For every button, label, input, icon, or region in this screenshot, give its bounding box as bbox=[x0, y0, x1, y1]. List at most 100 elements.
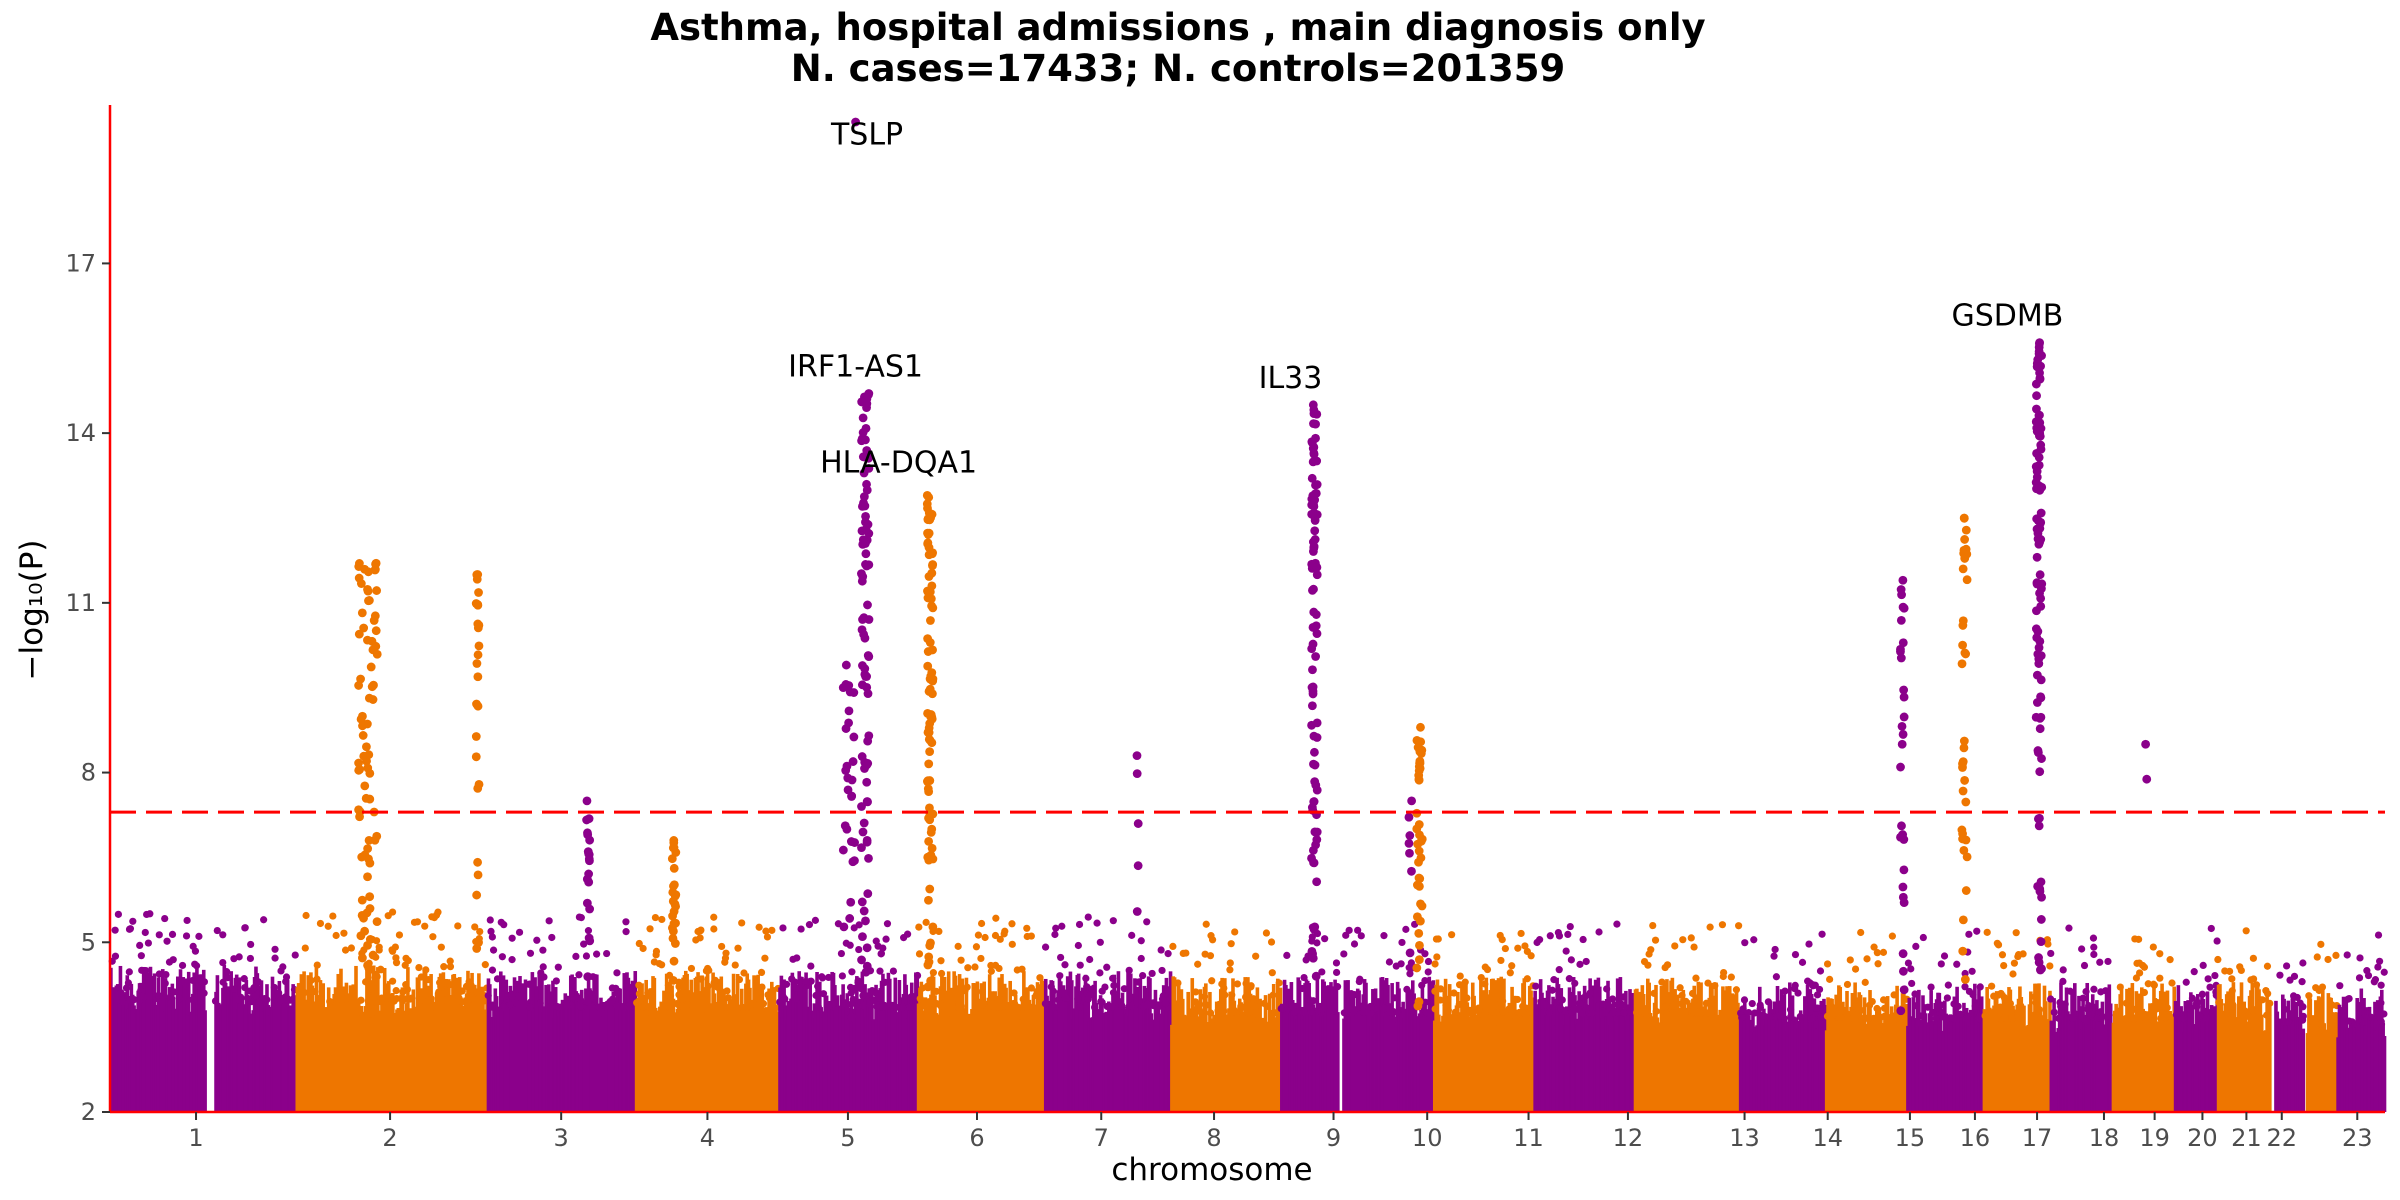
snp-point bbox=[334, 995, 342, 1003]
snp-point bbox=[1354, 926, 1362, 934]
snp-point bbox=[195, 979, 203, 987]
snp-point bbox=[1308, 953, 1318, 963]
snp-point bbox=[1975, 1015, 1983, 1023]
snp-point bbox=[365, 768, 375, 778]
snp-point bbox=[471, 732, 481, 741]
snp-point bbox=[539, 946, 547, 954]
chromosome-points-18 bbox=[2111, 935, 2177, 1112]
snp-point bbox=[1143, 1000, 1151, 1009]
snp-point bbox=[922, 918, 930, 926]
snp-point bbox=[652, 951, 660, 959]
snp-point bbox=[1309, 797, 1319, 806]
snp-point bbox=[1310, 747, 1319, 757]
snp-point bbox=[255, 998, 263, 1006]
snp-point bbox=[923, 661, 933, 671]
snp-point bbox=[473, 857, 482, 867]
snp-point bbox=[1055, 996, 1063, 1004]
snp-point bbox=[1961, 983, 1969, 991]
snp-point bbox=[1404, 812, 1414, 822]
snp-point bbox=[2001, 1014, 2009, 1022]
snp-point bbox=[603, 949, 611, 958]
snp-point bbox=[1756, 1003, 1765, 1012]
chromosome-points-8 bbox=[1169, 920, 1284, 1112]
snp-point bbox=[435, 988, 443, 996]
x-tick-label-chr-22: 22 bbox=[2266, 1124, 2297, 1152]
snp-point bbox=[722, 949, 730, 957]
snp-point bbox=[1545, 1008, 1553, 1017]
snp-point bbox=[1008, 940, 1016, 948]
snp-point bbox=[577, 996, 585, 1004]
snp-point bbox=[1516, 1008, 1524, 1016]
snp-point bbox=[271, 954, 279, 962]
snp-point bbox=[987, 967, 995, 975]
snp-point bbox=[1058, 922, 1066, 930]
snp-point bbox=[2280, 1005, 2289, 1014]
chart-title-line1: Asthma, hospital admissions , main diagn… bbox=[650, 6, 1705, 49]
snp-point bbox=[1958, 640, 1967, 650]
snp-point bbox=[2050, 1008, 2058, 1016]
snp-point bbox=[584, 988, 594, 998]
snp-point bbox=[882, 935, 890, 943]
snp-point bbox=[857, 397, 867, 407]
snp-point bbox=[2329, 1020, 2337, 1028]
snp-point bbox=[362, 742, 371, 752]
snp-point bbox=[1483, 965, 1492, 974]
snp-point bbox=[1807, 997, 1816, 1005]
snp-point bbox=[923, 784, 933, 794]
snp-point bbox=[360, 926, 370, 936]
snp-point bbox=[2309, 1017, 2317, 1025]
snp-point bbox=[1475, 1004, 1483, 1012]
snp-point bbox=[472, 944, 482, 953]
snp-point bbox=[859, 992, 867, 1000]
snp-point bbox=[2244, 1012, 2252, 1020]
snp-point bbox=[898, 1003, 906, 1011]
snp-point bbox=[2032, 999, 2040, 1007]
snp-point bbox=[2156, 950, 2164, 958]
snp-point bbox=[357, 996, 365, 1004]
snp-point bbox=[710, 913, 718, 921]
snp-point bbox=[424, 975, 433, 984]
snp-point bbox=[724, 994, 733, 1002]
snp-point bbox=[2367, 1013, 2375, 1021]
snp-point bbox=[1231, 928, 1239, 936]
snp-point bbox=[1310, 526, 1320, 536]
snp-point bbox=[393, 994, 401, 1003]
y-tick-label: 17 bbox=[65, 249, 96, 277]
snp-point bbox=[1340, 950, 1348, 958]
snp-point bbox=[723, 987, 731, 995]
snp-point bbox=[1041, 1000, 1050, 1008]
snp-point bbox=[2090, 985, 2098, 993]
snp-point bbox=[2236, 963, 2244, 971]
snp-point bbox=[1182, 949, 1190, 957]
gene-label-gsdmb: GSDMB bbox=[1951, 299, 2063, 334]
snp-point bbox=[768, 926, 776, 934]
snp-point bbox=[1899, 685, 1909, 695]
snp-point bbox=[2032, 552, 2042, 562]
snp-point bbox=[1555, 932, 1564, 940]
snp-point bbox=[1309, 997, 1317, 1005]
snp-point bbox=[1927, 983, 1935, 991]
snp-point bbox=[848, 757, 858, 766]
snp-point bbox=[1406, 970, 1414, 978]
snp-point bbox=[1309, 508, 1319, 518]
snp-point bbox=[1469, 1008, 1477, 1016]
snp-point bbox=[892, 1003, 900, 1011]
snp-point bbox=[2130, 1005, 2138, 1013]
noise-column bbox=[2268, 1003, 2272, 1112]
snp-point bbox=[2033, 748, 2043, 757]
snp-point bbox=[1603, 985, 1611, 993]
snp-point bbox=[2090, 950, 2098, 959]
snp-point bbox=[2132, 974, 2141, 982]
snp-point bbox=[2065, 924, 2073, 932]
snp-point bbox=[1311, 971, 1321, 981]
snp-point bbox=[1403, 985, 1411, 994]
chromosome-points-13 bbox=[1737, 930, 1828, 1112]
snp-point bbox=[1086, 955, 1094, 964]
snp-point bbox=[1269, 991, 1277, 999]
snp-point bbox=[358, 721, 367, 731]
snp-point bbox=[1958, 915, 1968, 925]
snp-point bbox=[111, 926, 119, 934]
snp-point bbox=[2376, 957, 2384, 965]
snp-point bbox=[575, 971, 583, 979]
peak-15 bbox=[2141, 739, 2152, 784]
